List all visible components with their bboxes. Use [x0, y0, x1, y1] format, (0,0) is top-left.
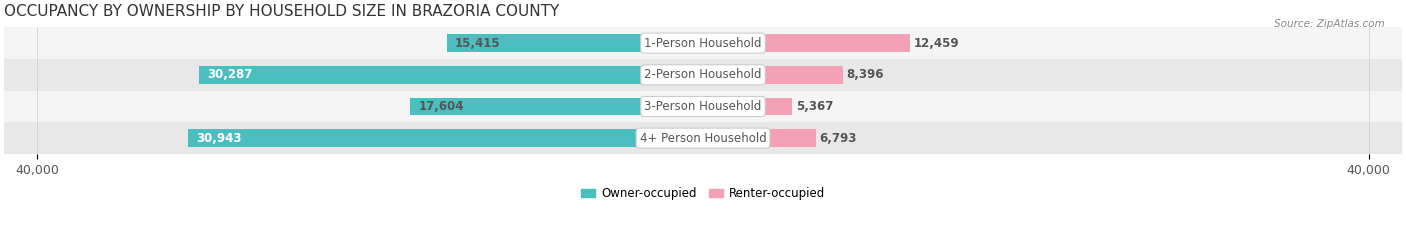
Text: 4+ Person Household: 4+ Person Household: [640, 132, 766, 145]
Bar: [703, 130, 815, 147]
Bar: [703, 66, 842, 83]
Text: 30,943: 30,943: [197, 132, 242, 145]
Text: 1-Person Household: 1-Person Household: [644, 37, 762, 50]
Bar: [703, 98, 793, 115]
Text: 6,793: 6,793: [820, 132, 856, 145]
Bar: [188, 130, 703, 147]
Bar: [703, 34, 910, 52]
Text: Source: ZipAtlas.com: Source: ZipAtlas.com: [1274, 19, 1385, 29]
Bar: [4, 122, 1402, 154]
Bar: [447, 34, 703, 52]
Text: OCCUPANCY BY OWNERSHIP BY HOUSEHOLD SIZE IN BRAZORIA COUNTY: OCCUPANCY BY OWNERSHIP BY HOUSEHOLD SIZE…: [4, 4, 560, 19]
Text: 15,415: 15,415: [454, 37, 501, 50]
Legend: Owner-occupied, Renter-occupied: Owner-occupied, Renter-occupied: [576, 183, 830, 205]
Text: 3-Person Household: 3-Person Household: [644, 100, 762, 113]
Bar: [4, 91, 1402, 122]
Bar: [4, 27, 1402, 59]
Bar: [411, 98, 703, 115]
Text: 30,287: 30,287: [207, 68, 253, 81]
Bar: [200, 66, 703, 83]
Text: 17,604: 17,604: [419, 100, 464, 113]
Text: 12,459: 12,459: [914, 37, 959, 50]
Bar: [4, 59, 1402, 91]
Text: 5,367: 5,367: [796, 100, 832, 113]
Text: 2-Person Household: 2-Person Household: [644, 68, 762, 81]
Text: 8,396: 8,396: [846, 68, 883, 81]
